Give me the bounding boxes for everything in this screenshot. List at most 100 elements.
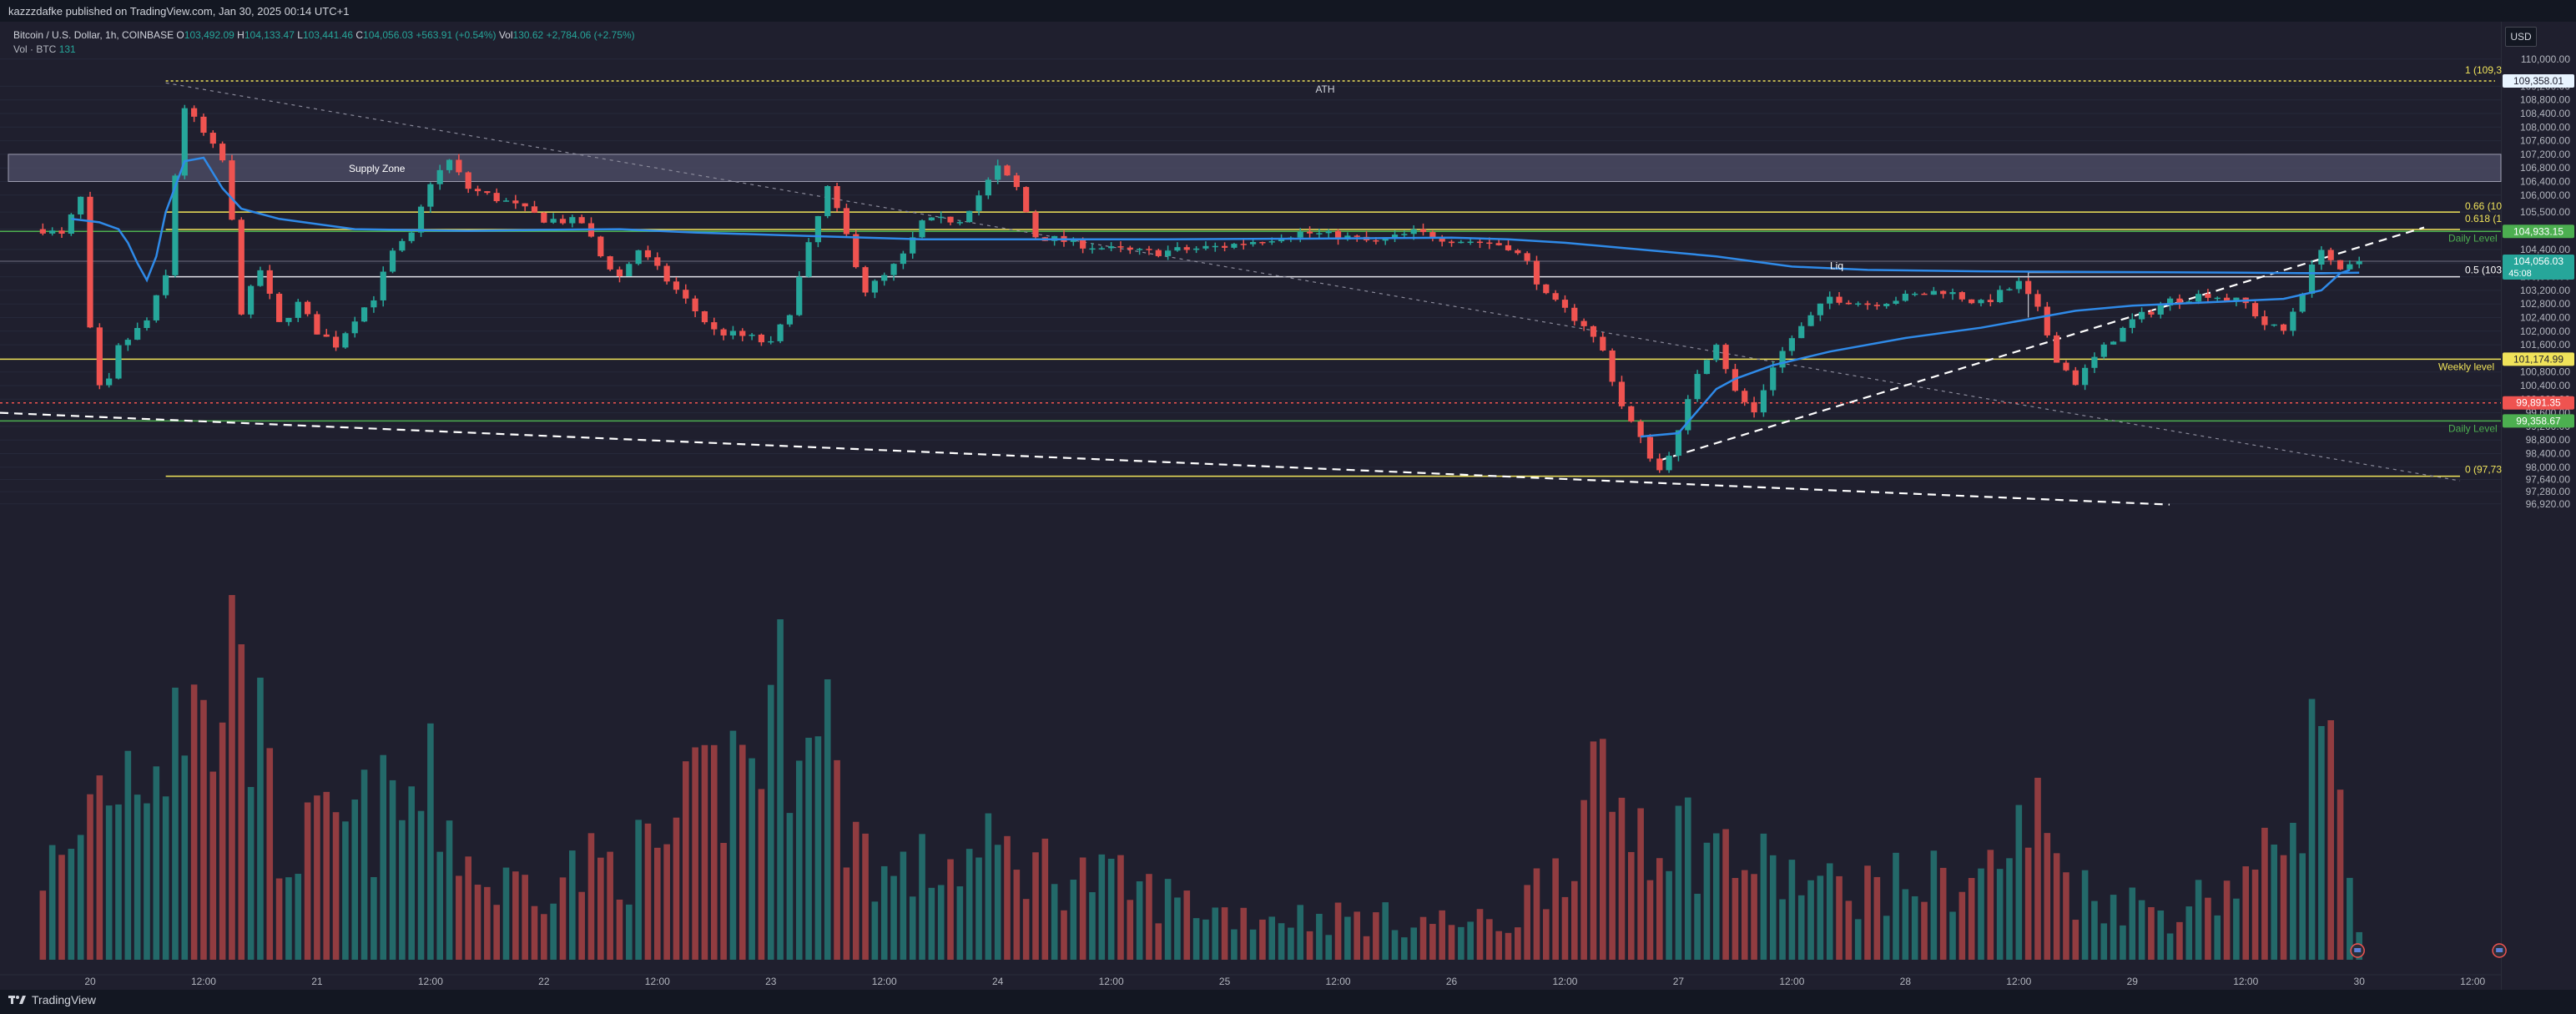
volume-bar (456, 875, 462, 960)
volume-bar (710, 744, 718, 960)
volume-bar (2308, 699, 2316, 960)
daily-level-label-2: Daily Level (2448, 422, 2498, 434)
candle (1419, 229, 1427, 233)
close-value: 104,056.03 (363, 29, 414, 41)
volume-bar (1600, 739, 1606, 960)
volume-bar (351, 799, 359, 960)
candle (1656, 458, 1663, 471)
candle (427, 184, 434, 207)
candle (1146, 249, 1152, 250)
volume-bar (1949, 911, 1956, 960)
candle (758, 334, 765, 343)
volume-bar (2024, 847, 2032, 960)
candle (49, 230, 56, 234)
tradingview-logo-icon (8, 994, 27, 1006)
candle (1836, 296, 1843, 303)
volume-bar (1032, 852, 1039, 960)
volume-bar (805, 738, 812, 960)
time-tick-label: 30 (2354, 976, 2366, 987)
candle (1391, 235, 1399, 239)
volume-bar (2271, 845, 2278, 960)
volume-bar (1344, 916, 1351, 960)
candle (2025, 280, 2032, 295)
volume-bar (314, 795, 320, 960)
volume-bar (1070, 880, 1077, 960)
time-tick-label: 24 (992, 976, 1004, 987)
volume-bar (1760, 833, 1767, 960)
volume-bar (1864, 865, 1871, 960)
candle (1316, 233, 1323, 235)
candle (2167, 298, 2174, 306)
volume-bar (1231, 929, 1238, 960)
price-axis[interactable] (2501, 22, 2576, 990)
volume-bar (692, 747, 698, 960)
candle (2110, 341, 2117, 345)
volume-bar (1174, 897, 1181, 960)
candle (1893, 300, 1899, 304)
currency-button[interactable]: USD (2505, 27, 2537, 47)
candle (1949, 292, 1956, 295)
candle (1694, 374, 1701, 400)
volume-bar (965, 849, 973, 960)
volume-bar (87, 794, 93, 960)
candle (1902, 293, 1908, 301)
candle (1713, 345, 1720, 361)
candle (1476, 241, 1484, 244)
volume-bar (720, 843, 727, 960)
volume-bar (408, 786, 416, 960)
volume-bar (701, 744, 708, 960)
volume-bar (1391, 930, 1399, 960)
candle (654, 257, 661, 266)
candle (1325, 230, 1332, 234)
candle (1543, 284, 1550, 294)
volume-bar (257, 677, 264, 960)
candle (644, 250, 652, 258)
candle (2044, 306, 2050, 335)
volume-bar (1627, 851, 1635, 960)
candle (2347, 264, 2353, 270)
volume-bar (342, 821, 349, 960)
time-tick-label: 12:00 (2006, 976, 2031, 987)
candle (1070, 238, 1076, 242)
candle (881, 275, 888, 281)
volume-bar (1561, 896, 1569, 960)
candle (172, 175, 179, 275)
candle (351, 321, 358, 334)
candle (200, 116, 207, 134)
descending-trendline-dotted (165, 82, 2461, 482)
candle (607, 256, 613, 270)
candle (436, 169, 443, 184)
volume-bar (323, 791, 330, 960)
volume-bar (427, 723, 434, 960)
candle (1212, 245, 1218, 248)
volume-bar (1788, 860, 1796, 960)
candle (910, 237, 916, 254)
volume-bar (1221, 907, 1228, 960)
weekly-level-label: Weekly level (2438, 361, 2494, 372)
fib-1-label: 1 (109,3 (2465, 64, 2502, 76)
volume-bar (1486, 919, 1493, 960)
candle (1722, 345, 1729, 370)
candle (531, 206, 538, 213)
volume-bar (1278, 923, 1285, 960)
candle (2176, 298, 2183, 303)
volume-indicator-label[interactable]: Vol · BTC (13, 43, 57, 55)
candle (1382, 238, 1389, 241)
volume-bar (493, 905, 500, 960)
tradingview-logo[interactable]: TradingView (8, 993, 96, 1006)
volume-bar (1505, 932, 1512, 960)
symbol-name[interactable]: Bitcoin / U.S. Dollar, 1h, COINBASE (13, 29, 174, 41)
candle (2015, 280, 2022, 290)
candle (814, 215, 822, 243)
time-tick-label: 12:00 (418, 976, 443, 987)
volume-bar (162, 796, 169, 960)
volume-bar (1646, 880, 1654, 960)
candle (2129, 319, 2135, 328)
volume-bar (2195, 880, 2202, 960)
candle (1912, 293, 1918, 295)
volume-bar (852, 821, 860, 960)
candle (1618, 381, 1626, 406)
volume-bar (417, 810, 425, 960)
volume-bar (200, 699, 207, 960)
